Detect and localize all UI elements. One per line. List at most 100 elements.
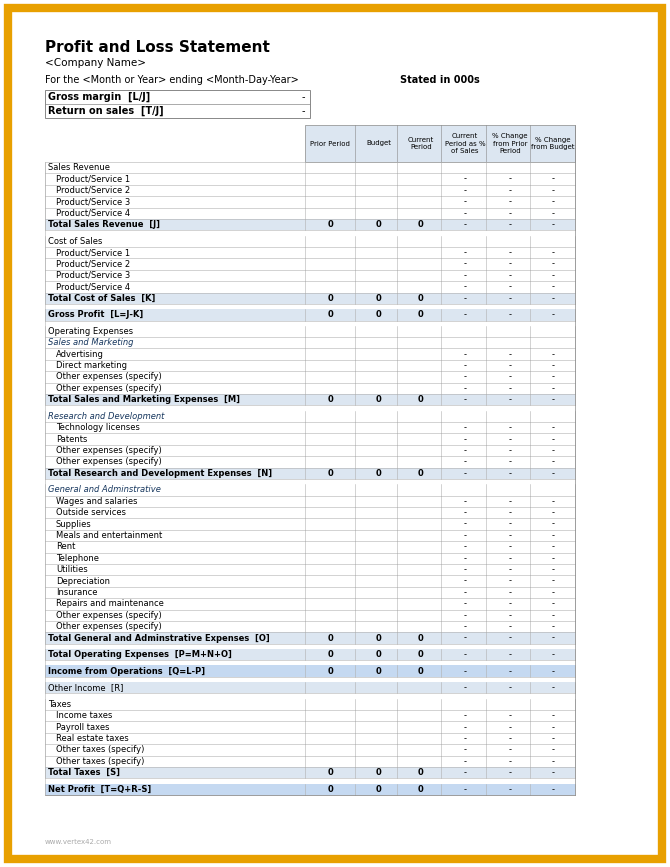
Text: -: - <box>509 543 511 551</box>
Text: Insurance: Insurance <box>56 588 98 597</box>
Text: 0: 0 <box>376 469 382 478</box>
Text: 0: 0 <box>418 785 424 794</box>
Text: -: - <box>464 446 466 455</box>
Text: 0: 0 <box>418 469 424 478</box>
Text: <Company Name>: <Company Name> <box>45 58 146 68</box>
Bar <box>45 767 575 779</box>
Text: Other expenses (specify): Other expenses (specify) <box>56 623 161 631</box>
Text: Research and Development: Research and Development <box>48 412 164 420</box>
Text: -: - <box>464 683 466 692</box>
Bar <box>45 632 575 643</box>
Text: -: - <box>551 294 555 303</box>
Text: Advertising: Advertising <box>56 349 104 359</box>
Text: -: - <box>509 519 511 529</box>
Text: -: - <box>551 610 555 620</box>
Text: Other expenses (specify): Other expenses (specify) <box>56 446 161 455</box>
Text: -: - <box>551 683 555 692</box>
Text: Product/Service 4: Product/Service 4 <box>56 209 130 218</box>
Text: -: - <box>509 785 511 794</box>
Text: 0: 0 <box>418 220 424 229</box>
Text: 0: 0 <box>376 395 382 404</box>
Text: -: - <box>509 373 511 381</box>
Text: -: - <box>551 349 555 359</box>
Text: -: - <box>509 577 511 585</box>
Text: 0: 0 <box>418 294 424 303</box>
Text: -: - <box>464 588 466 597</box>
Text: % Change: % Change <box>492 133 528 139</box>
Text: -: - <box>464 259 466 269</box>
Bar <box>45 219 575 231</box>
Text: -: - <box>551 623 555 631</box>
Text: -: - <box>551 373 555 381</box>
Text: from Prior: from Prior <box>492 140 527 147</box>
Text: Stated in 000s: Stated in 000s <box>400 75 480 85</box>
Text: 0: 0 <box>327 768 333 777</box>
Text: -: - <box>551 395 555 404</box>
Text: -: - <box>551 446 555 455</box>
Text: -: - <box>551 768 555 777</box>
Text: -: - <box>509 667 511 675</box>
Text: Technology licenses: Technology licenses <box>56 423 140 433</box>
Text: -: - <box>509 588 511 597</box>
Text: -: - <box>509 174 511 184</box>
Text: -: - <box>551 711 555 720</box>
Text: -: - <box>464 209 466 218</box>
Text: -: - <box>464 531 466 540</box>
Text: -: - <box>551 734 555 743</box>
Text: -: - <box>464 395 466 404</box>
Text: Utilities: Utilities <box>56 565 88 574</box>
Text: -: - <box>551 310 555 319</box>
Text: Meals and entertainment: Meals and entertainment <box>56 531 162 540</box>
Text: -: - <box>464 283 466 291</box>
Text: Product/Service 1: Product/Service 1 <box>56 248 130 257</box>
Bar <box>45 90 310 118</box>
Text: -: - <box>551 497 555 505</box>
Text: 0: 0 <box>418 634 424 642</box>
Text: -: - <box>464 294 466 303</box>
Text: Cost of Sales: Cost of Sales <box>48 237 103 245</box>
Text: -: - <box>464 565 466 574</box>
Text: Total General and Adminstrative Expenses  [O]: Total General and Adminstrative Expenses… <box>48 634 270 642</box>
Text: Taxes: Taxes <box>48 700 71 709</box>
Text: -: - <box>509 220 511 229</box>
Text: Return on sales  [T/J]: Return on sales [T/J] <box>48 106 163 116</box>
Text: -: - <box>464 519 466 529</box>
Text: -: - <box>509 768 511 777</box>
Text: -: - <box>464 599 466 609</box>
Text: -: - <box>464 623 466 631</box>
Text: -: - <box>551 599 555 609</box>
Bar <box>45 649 575 661</box>
Text: -: - <box>509 734 511 743</box>
Text: -: - <box>551 458 555 466</box>
Text: -: - <box>464 650 466 659</box>
Text: -: - <box>551 634 555 642</box>
Text: -: - <box>551 423 555 433</box>
Text: -: - <box>464 734 466 743</box>
Text: -: - <box>509 349 511 359</box>
Text: -: - <box>551 220 555 229</box>
Text: -: - <box>464 543 466 551</box>
Text: -: - <box>464 746 466 754</box>
Text: Depreciation: Depreciation <box>56 577 110 585</box>
Text: -: - <box>464 271 466 280</box>
Text: -: - <box>464 384 466 393</box>
Text: -: - <box>551 186 555 195</box>
Text: -: - <box>464 757 466 766</box>
Text: -: - <box>464 220 466 229</box>
Text: -: - <box>464 469 466 478</box>
Text: -: - <box>551 248 555 257</box>
Text: -: - <box>464 554 466 563</box>
Text: -: - <box>551 543 555 551</box>
Text: -: - <box>509 610 511 620</box>
Bar <box>45 467 575 479</box>
Bar <box>305 125 575 162</box>
Text: -: - <box>509 711 511 720</box>
Text: -: - <box>464 373 466 381</box>
Text: -: - <box>509 623 511 631</box>
Text: -: - <box>509 497 511 505</box>
Text: -: - <box>551 259 555 269</box>
Text: Period: Period <box>499 148 521 154</box>
Text: Real estate taxes: Real estate taxes <box>56 734 129 743</box>
Text: Product/Service 4: Product/Service 4 <box>56 283 130 291</box>
Text: -: - <box>509 283 511 291</box>
